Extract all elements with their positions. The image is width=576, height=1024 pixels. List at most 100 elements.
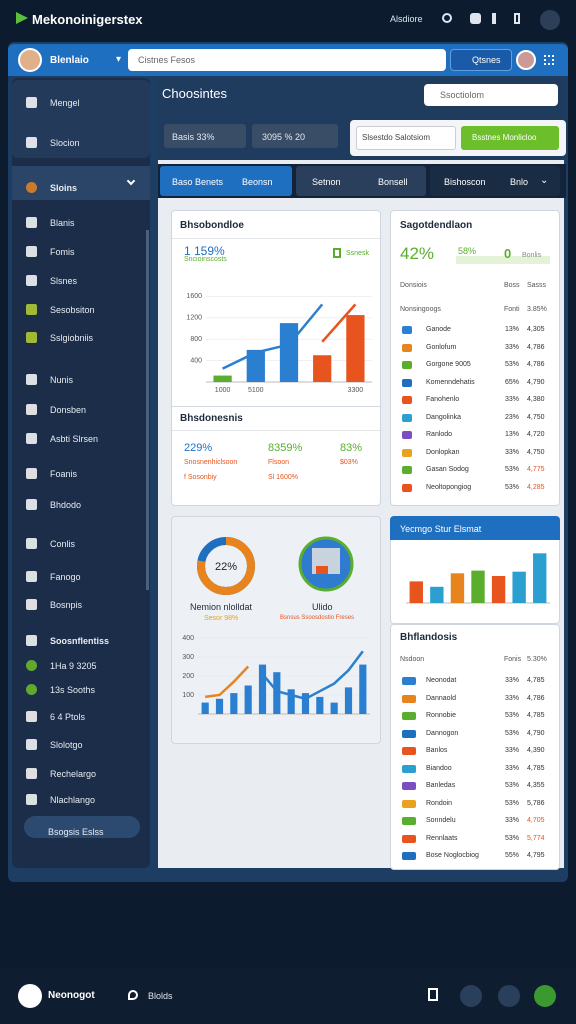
- sidebar-icon: [26, 404, 37, 415]
- sidebar-button[interactable]: [24, 816, 140, 838]
- avatar-small[interactable]: [516, 50, 536, 70]
- donut-label: Nemion nlolldat: [190, 602, 253, 612]
- row-icon: [402, 694, 416, 703]
- stat: 229%: [184, 442, 213, 454]
- sidebar-icon: [26, 468, 37, 479]
- badge: [333, 248, 341, 258]
- y-tick-label: 100: [182, 692, 194, 699]
- unit: %: [227, 561, 237, 573]
- table-cell: 53%: [505, 483, 520, 491]
- table-header: Nonsingoogs: [400, 306, 441, 313]
- tab-label: Bishoscon: [444, 177, 486, 187]
- bar: [471, 570, 485, 603]
- grid-icon[interactable]: [544, 55, 554, 65]
- sidebar-item: 1Ha 9 3205: [50, 661, 97, 671]
- profile-button[interactable]: [540, 10, 560, 30]
- tab-label: Bnlo: [510, 177, 529, 187]
- action-button[interactable]: [461, 126, 559, 150]
- footer-button[interactable]: [498, 985, 520, 1007]
- stat-text: Basis 33%: [172, 132, 215, 142]
- sidebar-item: Bhdodo: [50, 500, 82, 510]
- bar: [409, 581, 423, 603]
- bar: [313, 355, 332, 382]
- info-icon[interactable]: [492, 13, 496, 24]
- y-tick-label: 300: [182, 654, 194, 661]
- table-cell: 4,786: [527, 694, 545, 702]
- table-cell: Gorgone 9005: [426, 361, 471, 368]
- row-icon: [402, 343, 412, 352]
- footer-doc[interactable]: [428, 988, 438, 1001]
- table-cell: 53%: [505, 799, 520, 807]
- sidebar-item: Asbti Slrsen: [50, 434, 99, 444]
- avatar[interactable]: [18, 48, 42, 72]
- row-icon: [402, 396, 412, 404]
- x-tick-label: 1000: [215, 387, 231, 394]
- sidebar-icon: [26, 332, 37, 343]
- row-icon: [402, 677, 416, 685]
- sidebar-icon: [26, 246, 37, 257]
- table-header: Fonti: [504, 306, 520, 313]
- tab-label: Baso Benets: [172, 177, 224, 187]
- pie-art: [316, 566, 328, 574]
- sidebar-item: Fanogo: [50, 572, 81, 582]
- stat: Flsoon: [268, 459, 290, 466]
- gear-icon[interactable]: [470, 13, 481, 24]
- table-cell: 23%: [505, 413, 520, 421]
- footer-brand[interactable]: Neonogot: [48, 990, 95, 1001]
- tab-active[interactable]: [160, 166, 292, 196]
- sidebar-icon: [26, 433, 37, 444]
- stat-pill: [252, 124, 338, 148]
- y-tick-label: 1200: [186, 315, 202, 322]
- tab[interactable]: [296, 166, 426, 196]
- footer-link[interactable]: Blolds: [148, 991, 173, 1001]
- row-icon: [402, 361, 412, 369]
- bar: [201, 702, 209, 714]
- search-button[interactable]: [450, 49, 512, 71]
- table-cell: Sonndelu: [426, 817, 456, 824]
- sidebar-icon: [26, 217, 37, 228]
- user-label[interactable]: Alsdiore: [390, 14, 423, 24]
- chart-bars: [406, 553, 550, 604]
- table-cell: Banlos: [426, 747, 448, 754]
- footer-button[interactable]: [460, 985, 482, 1007]
- table-cell: 4,380: [527, 396, 545, 403]
- sidebar-icon: [26, 182, 37, 193]
- card-title: Bhsdonesnis: [180, 413, 243, 424]
- search-button-label: Qtsnes: [472, 55, 501, 65]
- row-icon: [402, 483, 412, 492]
- dropdown-chevron[interactable]: ▾: [116, 54, 122, 65]
- bell-icon[interactable]: [514, 13, 520, 24]
- tab[interactable]: [430, 166, 560, 196]
- search-field[interactable]: [128, 49, 446, 71]
- header-user[interactable]: Blenlaio: [50, 55, 89, 66]
- settings-icon[interactable]: [442, 13, 452, 23]
- table-cell: 4,355: [527, 782, 545, 789]
- footer-button[interactable]: [534, 985, 556, 1007]
- table-header: 3.85%: [527, 306, 547, 313]
- sidebar-item: Slsnes: [50, 276, 78, 286]
- page-search[interactable]: [424, 84, 558, 106]
- bar: [359, 664, 367, 714]
- sidebar-item: Sesobsiton: [50, 305, 95, 315]
- table-cell: 33%: [505, 817, 520, 824]
- bar: [301, 693, 310, 714]
- bar: [330, 702, 338, 714]
- table-cell: Rondoin: [426, 799, 453, 807]
- sidebar-icon: [26, 794, 37, 805]
- sidebar-item: 13s Sooths: [50, 685, 96, 695]
- scrollbar: [146, 230, 149, 590]
- sidebar-item: Soosnflentiss: [50, 636, 110, 646]
- table-cell: 65%: [505, 378, 520, 386]
- table-cell: 13%: [505, 431, 520, 438]
- sidebar-item: Bsogsis Eslss: [48, 827, 104, 837]
- table-cell: Banledas: [426, 782, 456, 789]
- table-cell: 4,285: [527, 483, 545, 491]
- tab-chevron[interactable]: ⌄: [540, 175, 549, 186]
- table-header: 5.30%: [527, 656, 547, 663]
- row-icon: [402, 834, 416, 843]
- card-table-2: [390, 624, 560, 870]
- footer-logo[interactable]: [18, 984, 42, 1008]
- table-cell: 53%: [505, 712, 520, 719]
- action-input[interactable]: [356, 126, 456, 150]
- table-cell: 33%: [505, 677, 520, 684]
